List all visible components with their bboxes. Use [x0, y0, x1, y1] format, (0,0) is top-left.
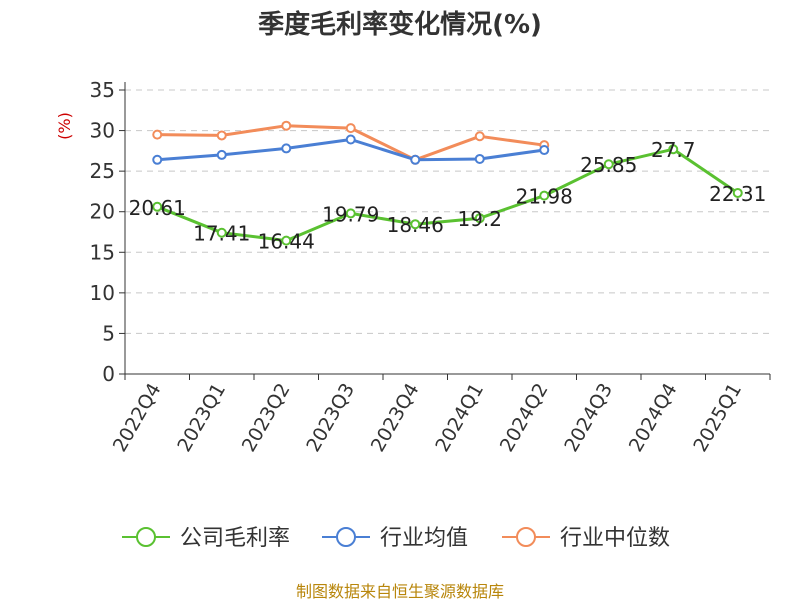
- x-tick-label: 2024Q4: [625, 380, 682, 456]
- chart-title: 季度毛利率变化情况(%): [258, 10, 542, 40]
- data-point: [345, 208, 356, 219]
- x-tick-label: 2025Q1: [689, 380, 746, 456]
- y-tick-label: 20: [90, 200, 115, 224]
- legend-marker: [336, 527, 356, 547]
- data-label: 20.61: [129, 196, 186, 220]
- y-tick-label: 35: [90, 78, 115, 102]
- data-label: 17.41: [193, 222, 250, 246]
- legend-label: 公司毛利率: [180, 526, 290, 551]
- y-axis-label: (%): [55, 112, 74, 140]
- data-point: [539, 145, 550, 156]
- x-tick-label: 2023Q3: [302, 380, 359, 456]
- data-point: [152, 154, 163, 165]
- data-point: [281, 235, 292, 246]
- data-point: [345, 134, 356, 145]
- data-label: 27.7: [651, 138, 696, 162]
- x-tick-label: 2024Q2: [496, 380, 553, 456]
- legend-label: 行业中位数: [560, 526, 670, 551]
- data-point: [281, 143, 292, 154]
- data-point: [216, 149, 227, 160]
- source-note: 制图数据来自恒生聚源数据库: [295, 582, 504, 601]
- data-point: [345, 123, 356, 134]
- data-label: 18.46: [387, 213, 444, 237]
- data-point: [152, 201, 163, 212]
- x-tick-label: 2024Q3: [560, 380, 617, 456]
- y-tick-label: 30: [90, 119, 115, 143]
- data-point: [281, 120, 292, 131]
- data-point: [668, 144, 679, 155]
- data-label: 21.98: [516, 185, 573, 209]
- x-tick-label: 2023Q4: [367, 380, 424, 456]
- data-label: 16.44: [258, 230, 315, 254]
- legend-marker: [136, 527, 156, 547]
- y-tick-label: 15: [90, 240, 115, 264]
- data-point: [152, 129, 163, 140]
- y-tick-label: 25: [90, 159, 115, 183]
- data-label: 19.2: [457, 207, 502, 231]
- y-tick-label: 5: [102, 321, 115, 345]
- legend-label: 行业均值: [380, 526, 468, 551]
- data-point: [410, 219, 421, 230]
- x-tick-label: 2024Q1: [431, 380, 488, 456]
- data-label: 22.31: [709, 182, 766, 206]
- data-label: 25.85: [580, 153, 637, 177]
- data-point: [216, 130, 227, 141]
- y-tick-label: 0: [102, 362, 115, 386]
- data-point: [474, 131, 485, 142]
- legend-marker: [516, 527, 536, 547]
- y-tick-label: 10: [90, 281, 115, 305]
- data-point: [410, 154, 421, 165]
- data-point: [474, 153, 485, 164]
- data-point: [216, 227, 227, 238]
- x-tick-label: 2023Q1: [173, 380, 230, 456]
- x-tick-label: 2022Q4: [109, 380, 166, 456]
- data-point: [732, 187, 743, 198]
- data-point: [474, 213, 485, 224]
- data-label: 19.79: [322, 202, 379, 226]
- data-point: [539, 190, 550, 201]
- series-line: [156, 147, 739, 243]
- x-tick-label: 2023Q2: [238, 380, 295, 456]
- data-point: [603, 159, 614, 170]
